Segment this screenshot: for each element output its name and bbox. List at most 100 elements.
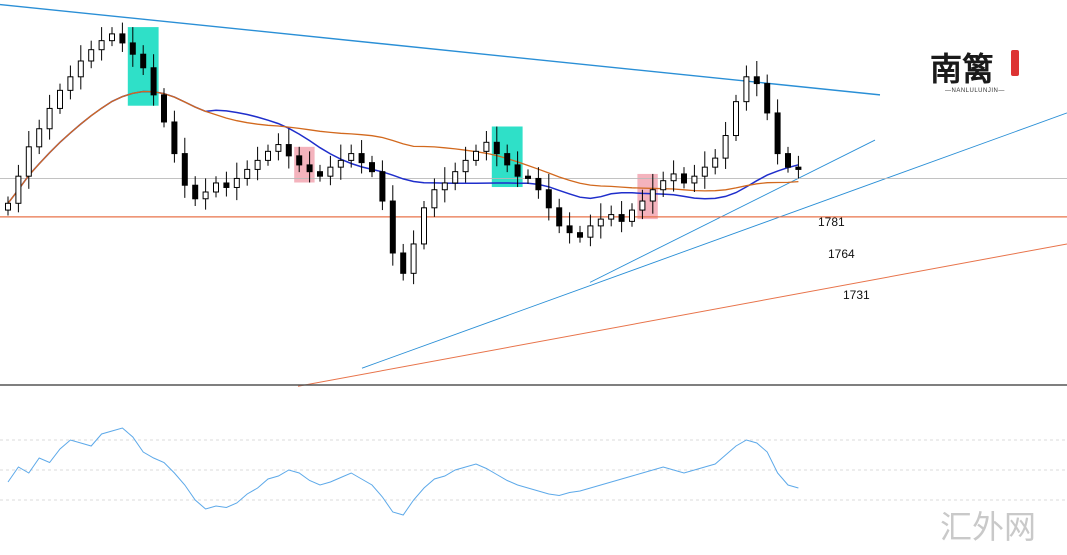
- candle-body: [722, 135, 729, 159]
- candle-53: [556, 198, 563, 234]
- candle-73: [764, 74, 771, 121]
- candle-body: [629, 209, 635, 222]
- candle-body: [670, 173, 677, 182]
- candle-64: [670, 160, 677, 192]
- candle-74: [774, 99, 781, 165]
- candle-11: [119, 22, 126, 52]
- logo-subtext: —NANLULUNJIN—: [945, 88, 1005, 94]
- candle-43: [452, 162, 459, 191]
- candle-4: [46, 94, 53, 140]
- candle-22: [233, 162, 240, 201]
- support-trendline-a: [589, 139, 876, 283]
- logo-mark: 南篱: [930, 50, 994, 88]
- candle-body: [140, 53, 147, 69]
- candle-body: [525, 175, 531, 179]
- candle-body: [733, 101, 739, 137]
- candle-10: [109, 27, 115, 47]
- candle-body: [608, 214, 615, 220]
- candle-62: [649, 173, 656, 214]
- candle-16: [171, 110, 178, 163]
- candle-44: [462, 146, 469, 183]
- candle-body: [462, 159, 469, 173]
- resistance-trendline: [0, 3, 881, 96]
- candle-body: [98, 40, 105, 51]
- candle-57: [597, 203, 604, 239]
- candle-3: [36, 119, 43, 155]
- candle-19: [202, 178, 209, 210]
- candle-body: [15, 175, 22, 204]
- candle-body: [743, 76, 750, 103]
- fast-moving-average: [7, 90, 799, 204]
- level-label-1764: 1764: [828, 247, 855, 261]
- candle-37: [389, 185, 396, 266]
- candle-24: [254, 146, 261, 181]
- candle-body: [660, 180, 667, 191]
- candle-63: [660, 171, 667, 197]
- candle-0: [5, 196, 11, 216]
- candle-body: [597, 218, 604, 227]
- candle-body: [88, 49, 95, 62]
- candle-body: [358, 153, 365, 164]
- candle-body: [119, 33, 126, 44]
- candle-body: [545, 189, 552, 209]
- candle-body: [67, 76, 74, 91]
- candle-body: [785, 153, 791, 168]
- candle-13: [140, 45, 147, 75]
- candle-12: [129, 27, 136, 67]
- candle-body: [452, 171, 459, 184]
- candle-32: [337, 144, 344, 180]
- candle-14: [150, 54, 157, 106]
- candle-body: [181, 153, 188, 186]
- candle-15: [161, 88, 167, 128]
- candle-52: [545, 173, 552, 221]
- candle-body: [77, 60, 84, 78]
- candle-40: [421, 201, 427, 250]
- candle-body: [192, 184, 199, 200]
- candle-body: [483, 141, 490, 152]
- brand-logo: 南篱 —NANLULUNJIN—: [930, 50, 1019, 94]
- candle-60: [629, 203, 635, 227]
- candle-body: [25, 146, 32, 177]
- candle-39: [410, 230, 417, 285]
- support-trendline-c: [297, 243, 1067, 387]
- candle-7: [77, 45, 84, 90]
- candle-8: [88, 40, 95, 69]
- level-label-1731: 1731: [843, 288, 870, 302]
- candle-body: [213, 182, 219, 193]
- candle-49: [514, 151, 521, 188]
- candle-body: [223, 182, 230, 188]
- candle-20: [213, 176, 219, 198]
- candle-body: [129, 42, 136, 55]
- candle-body: [493, 141, 500, 155]
- candle-body: [618, 214, 625, 222]
- candle-56: [587, 214, 594, 247]
- candle-body: [649, 189, 656, 202]
- candle-5: [57, 83, 63, 114]
- candle-30: [317, 164, 323, 182]
- candle-body: [296, 155, 303, 166]
- logo-seal: [1011, 50, 1019, 76]
- candle-body: [109, 33, 115, 42]
- candle-body: [317, 171, 323, 177]
- candle-body: [254, 159, 261, 170]
- candle-body: [431, 189, 438, 209]
- candle-body: [556, 207, 563, 227]
- candle-body: [587, 225, 594, 238]
- candle-body: [171, 121, 178, 155]
- support-trendline-b: [361, 112, 1067, 369]
- candle-body: [275, 144, 282, 152]
- candle-body: [681, 173, 687, 184]
- candle-body: [306, 164, 313, 173]
- candle-body: [265, 150, 271, 161]
- candle-41: [431, 178, 438, 217]
- level-labels: 1781 1764 1731: [818, 215, 870, 302]
- candle-body: [712, 157, 719, 168]
- candle-65: [681, 167, 687, 189]
- candle-35: [369, 155, 375, 178]
- candle-body: [369, 162, 375, 173]
- site-watermark: 汇外网: [940, 508, 1036, 546]
- candle-54: [566, 212, 573, 244]
- candle-body: [348, 153, 355, 161]
- candle-body: [535, 177, 542, 191]
